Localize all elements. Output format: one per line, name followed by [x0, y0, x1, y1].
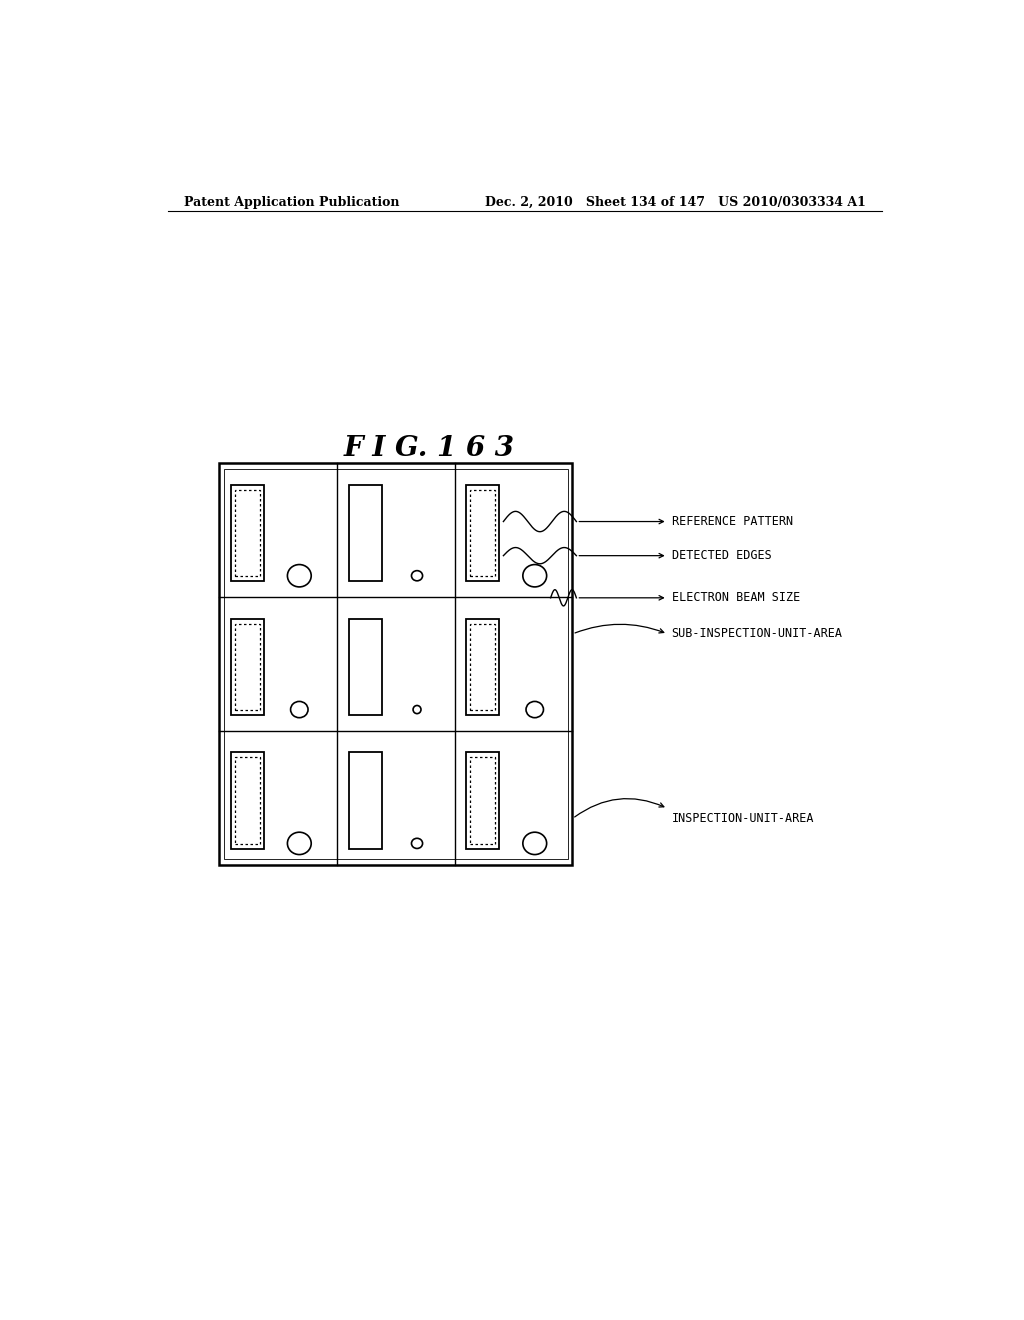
Bar	[349, 752, 382, 849]
Ellipse shape	[523, 565, 547, 587]
Bar	[219, 463, 572, 865]
Bar	[231, 752, 264, 849]
Ellipse shape	[412, 570, 423, 581]
Ellipse shape	[523, 832, 547, 854]
Bar	[234, 623, 260, 710]
Bar	[467, 752, 500, 849]
Text: INSPECTION-UNIT-AREA: INSPECTION-UNIT-AREA	[672, 812, 814, 825]
Bar	[467, 484, 500, 581]
Bar	[224, 470, 567, 859]
Bar	[234, 758, 260, 843]
Text: DETECTED EDGES: DETECTED EDGES	[672, 549, 771, 562]
Text: REFERENCE PATTERN: REFERENCE PATTERN	[672, 515, 793, 528]
Text: ELECTRON BEAM SIZE: ELECTRON BEAM SIZE	[672, 591, 800, 605]
Text: Patent Application Publication: Patent Application Publication	[183, 195, 399, 209]
Bar	[470, 758, 496, 843]
Bar	[231, 484, 264, 581]
Text: F I G. 1 6 3: F I G. 1 6 3	[344, 434, 515, 462]
Ellipse shape	[412, 838, 423, 849]
Bar	[470, 490, 496, 576]
Bar	[349, 619, 382, 715]
Ellipse shape	[413, 705, 421, 714]
Bar	[470, 623, 496, 710]
Ellipse shape	[526, 701, 544, 718]
Text: SUB-INSPECTION-UNIT-AREA: SUB-INSPECTION-UNIT-AREA	[672, 627, 843, 640]
Bar	[467, 619, 500, 715]
Ellipse shape	[288, 832, 311, 854]
Bar	[234, 490, 260, 576]
Ellipse shape	[288, 565, 311, 587]
Bar	[349, 484, 382, 581]
Bar	[231, 619, 264, 715]
Text: Dec. 2, 2010   Sheet 134 of 147   US 2010/0303334 A1: Dec. 2, 2010 Sheet 134 of 147 US 2010/03…	[485, 195, 866, 209]
Ellipse shape	[291, 701, 308, 718]
